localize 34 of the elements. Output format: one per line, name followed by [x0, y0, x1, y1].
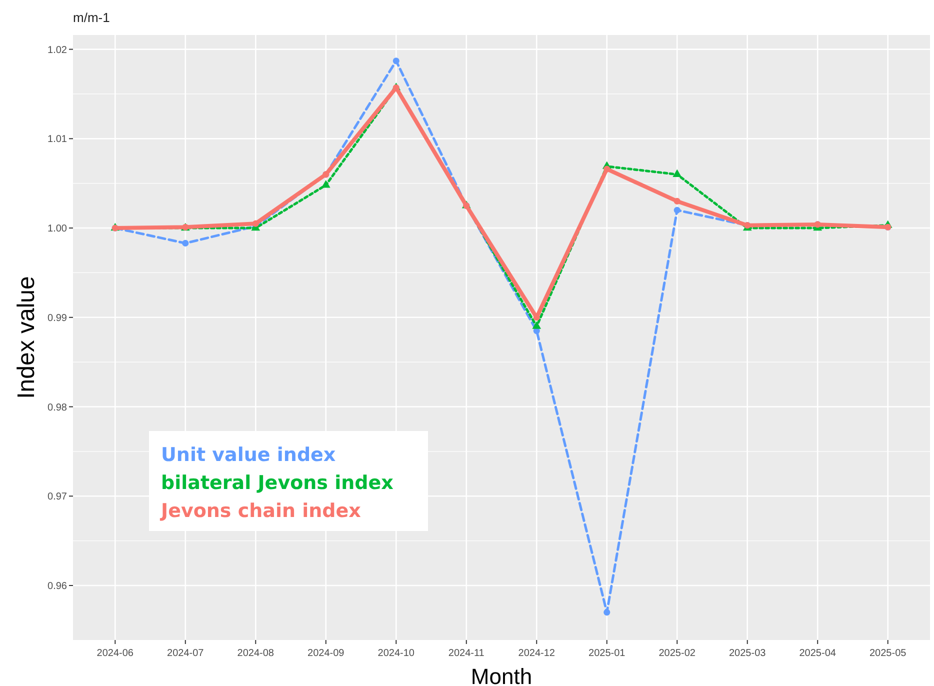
y-tick-label: 0.97: [48, 492, 68, 503]
y-axis-title: Index value: [13, 276, 40, 399]
x-tick-label: 2024-12: [518, 648, 556, 659]
text: Jevons chain index: [159, 500, 361, 522]
y-tick-label: 0.98: [48, 402, 68, 414]
chart-title: m/m-1: [73, 10, 110, 25]
y-tick-label: 1.01: [48, 134, 68, 146]
point: [674, 198, 680, 204]
point: [672, 169, 682, 177]
x-tick-label: 2025-05: [870, 648, 907, 659]
point: [182, 240, 189, 247]
text: Unit value index: [161, 444, 336, 466]
x-axis-title: Month: [470, 664, 532, 686]
x-tick-label: 2024-08: [237, 648, 274, 659]
point: [532, 321, 542, 329]
x-tick-label: 2025-04: [799, 648, 836, 659]
x-tick-label: 2025-01: [588, 648, 626, 659]
x-tick-label: 2024-06: [96, 648, 134, 659]
x-tick-label: 2024-09: [308, 648, 345, 659]
x-tick-label: 2024-10: [378, 648, 415, 659]
text: bilateral Jevons index: [161, 472, 394, 494]
point: [252, 220, 259, 227]
x-tick-label: 2024-07: [167, 648, 204, 659]
point: [604, 609, 610, 616]
x-tick-label: 2025-02: [658, 648, 696, 659]
y-tick-label: 1.00: [48, 224, 68, 235]
x-tick-label: 2024-11: [448, 648, 485, 659]
point: [674, 206, 680, 214]
point: [604, 166, 610, 172]
y-tick-label: 1.02: [48, 44, 68, 56]
y-tick-label: 0.99: [48, 312, 68, 324]
y-tick-label: 0.96: [48, 580, 68, 592]
point: [392, 58, 400, 64]
x-tick-label: 2025-03: [729, 648, 766, 659]
